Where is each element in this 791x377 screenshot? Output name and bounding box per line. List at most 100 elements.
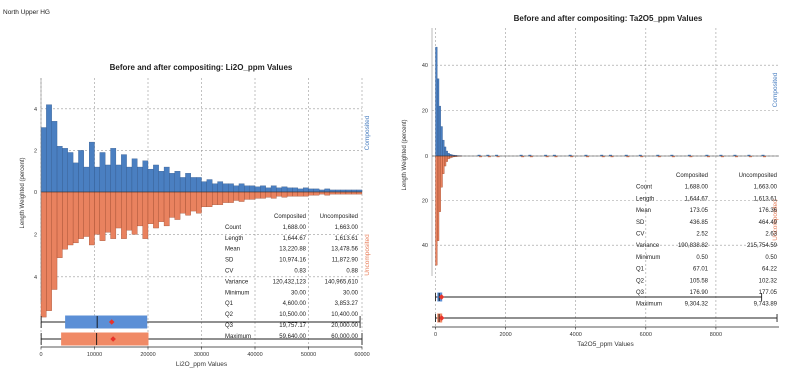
uncomposited-bar bbox=[105, 192, 110, 232]
legend-composited: Composited bbox=[772, 72, 779, 107]
stats-row-label: Minimum bbox=[636, 255, 660, 261]
stats-row-label: CV bbox=[225, 269, 233, 275]
composited-bar bbox=[314, 189, 319, 192]
y-tick-label: 4 bbox=[34, 275, 37, 281]
composited-bar bbox=[260, 186, 265, 192]
composited-bar bbox=[180, 177, 185, 192]
composited-bar bbox=[143, 161, 148, 192]
composited-bar bbox=[73, 163, 78, 192]
stats-cell: 4,600.00 bbox=[283, 301, 307, 307]
uncomposited-bar bbox=[255, 192, 260, 198]
stats-row-label: SD bbox=[225, 258, 234, 264]
uncomposited-bar bbox=[439, 156, 441, 212]
composited-bar bbox=[239, 184, 244, 192]
stats-cell: 1,613.61 bbox=[335, 236, 359, 242]
composited-bar bbox=[41, 128, 46, 192]
composited-bar bbox=[153, 165, 158, 192]
y-tick-label: 2 bbox=[34, 232, 37, 238]
uncomposited-bar bbox=[234, 192, 239, 200]
uncomposited-bar bbox=[282, 192, 287, 197]
uncomposited-bar bbox=[298, 192, 303, 196]
stats-cell: 0.88 bbox=[346, 269, 358, 275]
stats-cell: 10,974.16 bbox=[279, 258, 306, 264]
stats-cell: 105.58 bbox=[690, 278, 709, 284]
legend-composited: Composited bbox=[364, 115, 371, 150]
uncomposited-bar bbox=[52, 192, 57, 290]
stats-cell: 2.52 bbox=[696, 232, 708, 238]
composited-bar bbox=[341, 190, 346, 192]
composited-bar bbox=[46, 105, 51, 192]
uncomposited-bar bbox=[450, 156, 452, 158]
x-tick-label: 30000 bbox=[194, 352, 209, 358]
stats-cell: 19,757.17 bbox=[279, 323, 306, 329]
uncomposited-bar bbox=[207, 192, 212, 207]
y-tick-label: 0 bbox=[425, 154, 428, 160]
stats-cell: 30.00 bbox=[343, 290, 359, 296]
y-tick-label: 2 bbox=[34, 148, 37, 154]
li2o-chart: Before and after compositing: Li2O_ppm V… bbox=[0, 0, 395, 372]
stats-cell: 0.50 bbox=[765, 255, 777, 261]
stats-cell: 190,838.82 bbox=[678, 243, 709, 249]
uncomposited-bar bbox=[57, 192, 62, 258]
x-tick-label: 0 bbox=[434, 332, 437, 338]
composited-bar bbox=[185, 173, 190, 192]
uncomposited-bar bbox=[212, 192, 217, 205]
uncomposited-bar bbox=[164, 192, 169, 226]
stats-row-label: Q1 bbox=[225, 301, 234, 307]
stats-row-label: Maximum bbox=[636, 302, 662, 308]
composited-bar bbox=[95, 167, 100, 192]
uncomposited-bar bbox=[121, 192, 126, 239]
stats-cell: 1,644.67 bbox=[283, 236, 307, 242]
composited-bar bbox=[276, 188, 281, 192]
stats-cell: 30.00 bbox=[291, 290, 307, 296]
stats-row-label: Mean bbox=[636, 208, 651, 214]
stats-cell: 10,500.00 bbox=[279, 312, 306, 318]
composited-bar bbox=[148, 169, 153, 192]
uncomposited-bar bbox=[437, 156, 439, 241]
x-tick-label: 2000 bbox=[499, 332, 511, 338]
composited-bar bbox=[100, 152, 105, 192]
uncomposited-bar bbox=[436, 156, 438, 265]
uncomposited-bar bbox=[330, 192, 335, 194]
composited-bar bbox=[298, 189, 303, 192]
composited-bar bbox=[234, 186, 239, 192]
uncomposited-bar bbox=[223, 192, 228, 203]
y-tick-label: 20 bbox=[422, 109, 428, 115]
stats-row-label: Length bbox=[636, 196, 654, 202]
x-tick-label: 60000 bbox=[354, 352, 369, 358]
composited-bar bbox=[446, 151, 448, 156]
y-tick-label: 0 bbox=[34, 190, 37, 196]
y-tick-label: 40 bbox=[422, 243, 428, 249]
stats-row-label: Q2 bbox=[636, 278, 645, 284]
composited-bar bbox=[282, 187, 287, 192]
stats-row-label: Length bbox=[225, 236, 243, 242]
composited-bar bbox=[121, 155, 126, 192]
x-tick-label: 4000 bbox=[570, 332, 582, 338]
chart-title: Before and after compositing: Ta2O5_ppm … bbox=[514, 14, 703, 23]
composited-bar bbox=[266, 188, 271, 192]
x-axis-label: Ta2O5_ppm Values bbox=[577, 341, 634, 348]
composited-bar bbox=[159, 171, 164, 192]
uncomposited-bar bbox=[78, 192, 83, 239]
uncomposited-bar bbox=[169, 192, 174, 217]
composited-bar bbox=[325, 189, 330, 192]
uncomposited-bar bbox=[73, 192, 78, 243]
uncomposited-bar bbox=[309, 192, 314, 195]
stats-cell: 102.32 bbox=[759, 278, 778, 284]
uncomposited-bar bbox=[62, 192, 67, 249]
uncomposited-bar bbox=[325, 192, 330, 195]
composited-bar bbox=[169, 173, 174, 192]
composited-bar bbox=[357, 190, 362, 192]
stats-cell: 9,743.89 bbox=[754, 302, 778, 308]
stats-header: Uncomposited bbox=[320, 214, 358, 220]
uncomposited-bar bbox=[127, 192, 132, 230]
composited-bar bbox=[196, 177, 201, 192]
uncomposited-bar bbox=[137, 192, 142, 226]
stats-cell: 13,220.88 bbox=[279, 247, 306, 253]
uncomposited-bar bbox=[41, 192, 46, 317]
uncomposited-bar bbox=[95, 192, 100, 234]
uncomposited-bar bbox=[244, 192, 249, 199]
x-tick-label: 6000 bbox=[640, 332, 652, 338]
uncomposited-bar bbox=[444, 156, 446, 166]
